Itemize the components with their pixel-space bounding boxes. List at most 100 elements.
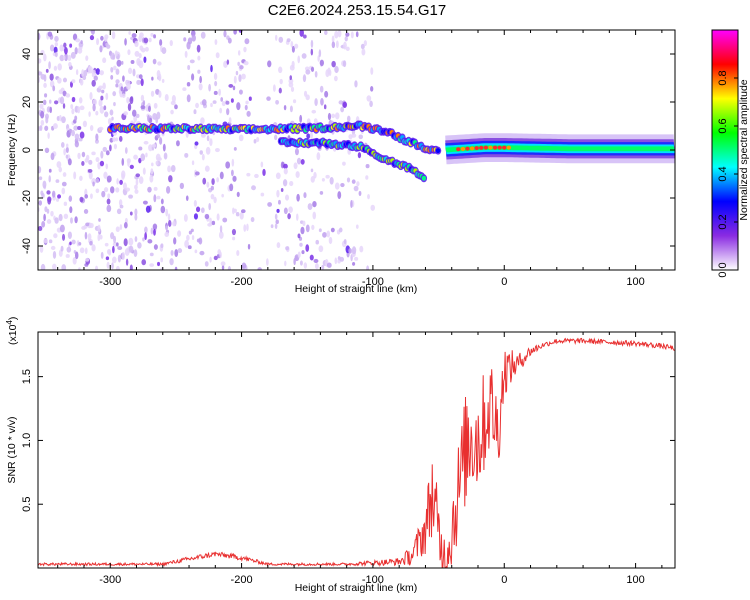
noise-blob	[198, 83, 203, 91]
snr-y-tick-label: 1.5	[21, 369, 33, 384]
noise-blob	[301, 53, 307, 59]
noise-blob	[213, 72, 218, 81]
noise-blob	[145, 152, 148, 158]
noise-blob	[324, 30, 328, 36]
noise-blob	[78, 97, 83, 104]
noise-blob	[101, 89, 105, 94]
noise-blob	[236, 191, 240, 198]
noise-blob	[128, 67, 133, 75]
noise-blob	[346, 115, 351, 123]
noise-blob	[239, 65, 244, 70]
noise-blob	[148, 105, 151, 112]
noise-blob	[250, 217, 255, 223]
noise-blob	[311, 224, 315, 231]
noise-blob	[213, 90, 218, 95]
noise-blob	[88, 159, 93, 165]
noise-blob	[73, 171, 77, 180]
noise-blob	[302, 34, 307, 39]
noise-blob	[121, 93, 126, 98]
noise-blob	[38, 71, 43, 76]
noise-blob	[191, 34, 196, 42]
noise-blob	[121, 158, 125, 166]
noise-blob	[278, 199, 281, 205]
noise-blob	[104, 111, 109, 118]
noise-blob	[243, 224, 247, 232]
noise-blob	[38, 176, 43, 181]
noise-blob	[366, 265, 370, 270]
noise-blob	[153, 186, 158, 191]
noise-blob	[314, 263, 319, 270]
tone-hotspot	[492, 145, 498, 150]
noise-blob	[68, 195, 73, 202]
noise-blob	[59, 114, 62, 122]
noise-blob	[310, 48, 314, 56]
noise-blob	[170, 164, 176, 173]
noise-blob	[99, 234, 103, 240]
noise-blob	[191, 160, 195, 166]
noise-blob	[275, 172, 281, 180]
noise-blob	[122, 75, 125, 82]
noise-blob	[141, 47, 146, 53]
noise-blob	[55, 197, 60, 202]
noise-blob	[219, 251, 222, 259]
noise-blob	[97, 233, 101, 242]
noise-blob	[351, 179, 356, 184]
colorbar-frame	[711, 29, 739, 271]
noise-blob	[319, 59, 325, 67]
noise-blob	[82, 75, 87, 81]
noise-blob	[243, 60, 249, 66]
noise-blob	[288, 82, 294, 88]
noise-blob	[366, 95, 372, 102]
noise-blob	[222, 217, 228, 223]
noise-blob	[365, 164, 370, 169]
noise-blob	[179, 182, 185, 190]
noise-blob	[221, 265, 225, 270]
noise-blob	[237, 50, 241, 56]
noise-blob	[184, 152, 189, 158]
noise-blob	[340, 106, 345, 113]
noise-blob	[61, 187, 66, 195]
noise-blob	[102, 57, 107, 64]
noise-blob	[157, 157, 162, 161]
noise-blob	[354, 80, 358, 88]
noise-blob	[198, 237, 203, 245]
noise-blob	[121, 60, 124, 65]
spectrogram-y-ticks: -40 -20 0 20 40	[21, 48, 675, 254]
noise-blob	[321, 177, 325, 182]
noise-blob	[276, 242, 281, 249]
noise-blob	[169, 39, 173, 47]
noise-blob	[185, 195, 189, 201]
noise-blob	[149, 174, 154, 183]
noise-blob	[232, 175, 237, 182]
noise-blob	[61, 116, 66, 124]
noise-blob	[81, 151, 86, 158]
noise-blob	[115, 226, 120, 233]
noise-blob	[107, 118, 112, 125]
noise-blob	[133, 154, 138, 160]
noise-blob	[158, 73, 162, 82]
noise-blob	[40, 119, 45, 126]
noise-blob	[287, 213, 291, 220]
noise-blob	[65, 93, 71, 98]
noise-blob	[80, 40, 83, 44]
colorbar-ticks: 0.0 0.2 0.4 0.6 0.8	[717, 70, 738, 278]
noise-blob	[153, 228, 156, 236]
noise-blob	[243, 46, 247, 53]
colorbar-gradient	[712, 30, 738, 270]
noise-blob	[90, 193, 93, 199]
noise-blob	[74, 216, 78, 224]
noise-blob	[160, 257, 164, 263]
noise-blob	[278, 36, 284, 43]
noise-blob	[353, 185, 359, 192]
noise-blob	[290, 86, 295, 92]
noise-blob	[47, 31, 53, 37]
noise-blob	[125, 187, 131, 192]
noise-blob	[210, 102, 213, 108]
noise-blob	[356, 181, 360, 187]
noise-blob	[160, 198, 164, 205]
noise-blob	[54, 100, 59, 105]
noise-blob	[363, 40, 367, 47]
noise-blob	[143, 56, 147, 63]
noise-blob	[239, 212, 244, 220]
noise-blob	[305, 69, 311, 75]
